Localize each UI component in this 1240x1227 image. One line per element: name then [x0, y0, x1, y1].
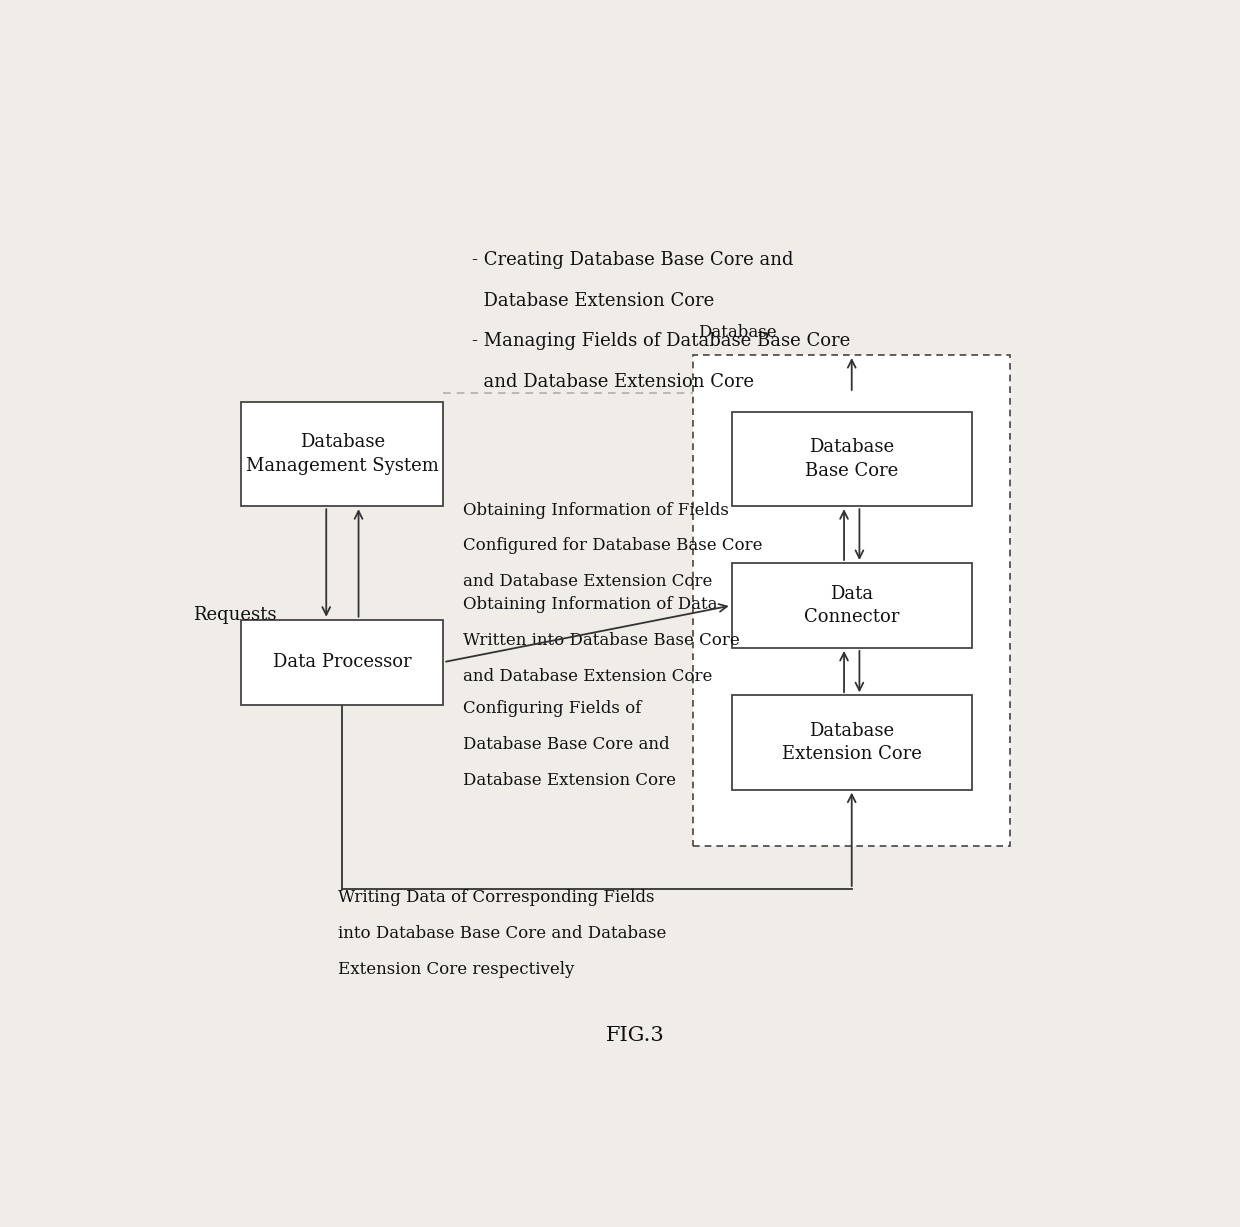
Text: and Database Extension Core: and Database Extension Core — [463, 667, 712, 685]
Text: Database Extension Core: Database Extension Core — [463, 772, 676, 789]
Text: Database
Base Core: Database Base Core — [805, 438, 898, 480]
Bar — [732, 696, 972, 790]
Text: Data Processor: Data Processor — [273, 653, 412, 671]
Text: Obtaining Information of Data: Obtaining Information of Data — [463, 596, 717, 614]
Text: Configured for Database Base Core: Configured for Database Base Core — [463, 537, 763, 555]
Bar — [732, 563, 972, 648]
Text: Database
Extension Core: Database Extension Core — [781, 721, 921, 763]
Text: - Creating Database Base Core and: - Creating Database Base Core and — [472, 252, 794, 269]
Text: Database Base Core and: Database Base Core and — [463, 736, 670, 753]
Text: Requests: Requests — [193, 606, 277, 623]
Bar — [693, 355, 1011, 847]
Text: into Database Base Core and Database: into Database Base Core and Database — [337, 925, 666, 942]
Bar — [242, 402, 444, 507]
Text: Writing Data of Corresponding Fields: Writing Data of Corresponding Fields — [337, 888, 653, 906]
Text: and Database Extension Core: and Database Extension Core — [463, 573, 712, 590]
Text: Obtaining Information of Fields: Obtaining Information of Fields — [463, 502, 728, 519]
Bar — [242, 620, 444, 704]
Text: Data
Connector: Data Connector — [804, 584, 899, 626]
Text: Configuring Fields of: Configuring Fields of — [463, 699, 641, 717]
Text: and Database Extension Core: and Database Extension Core — [472, 373, 754, 391]
Text: Extension Core respectively: Extension Core respectively — [337, 961, 574, 978]
Text: FIG.3: FIG.3 — [606, 1026, 665, 1045]
Text: Database Extension Core: Database Extension Core — [472, 292, 714, 309]
Text: Database
Management System: Database Management System — [246, 433, 439, 475]
Bar — [732, 412, 972, 507]
Text: Written into Database Base Core: Written into Database Base Core — [463, 632, 739, 649]
Text: Database: Database — [698, 324, 776, 341]
Text: - Managing Fields of Database Base Core: - Managing Fields of Database Base Core — [472, 333, 851, 351]
